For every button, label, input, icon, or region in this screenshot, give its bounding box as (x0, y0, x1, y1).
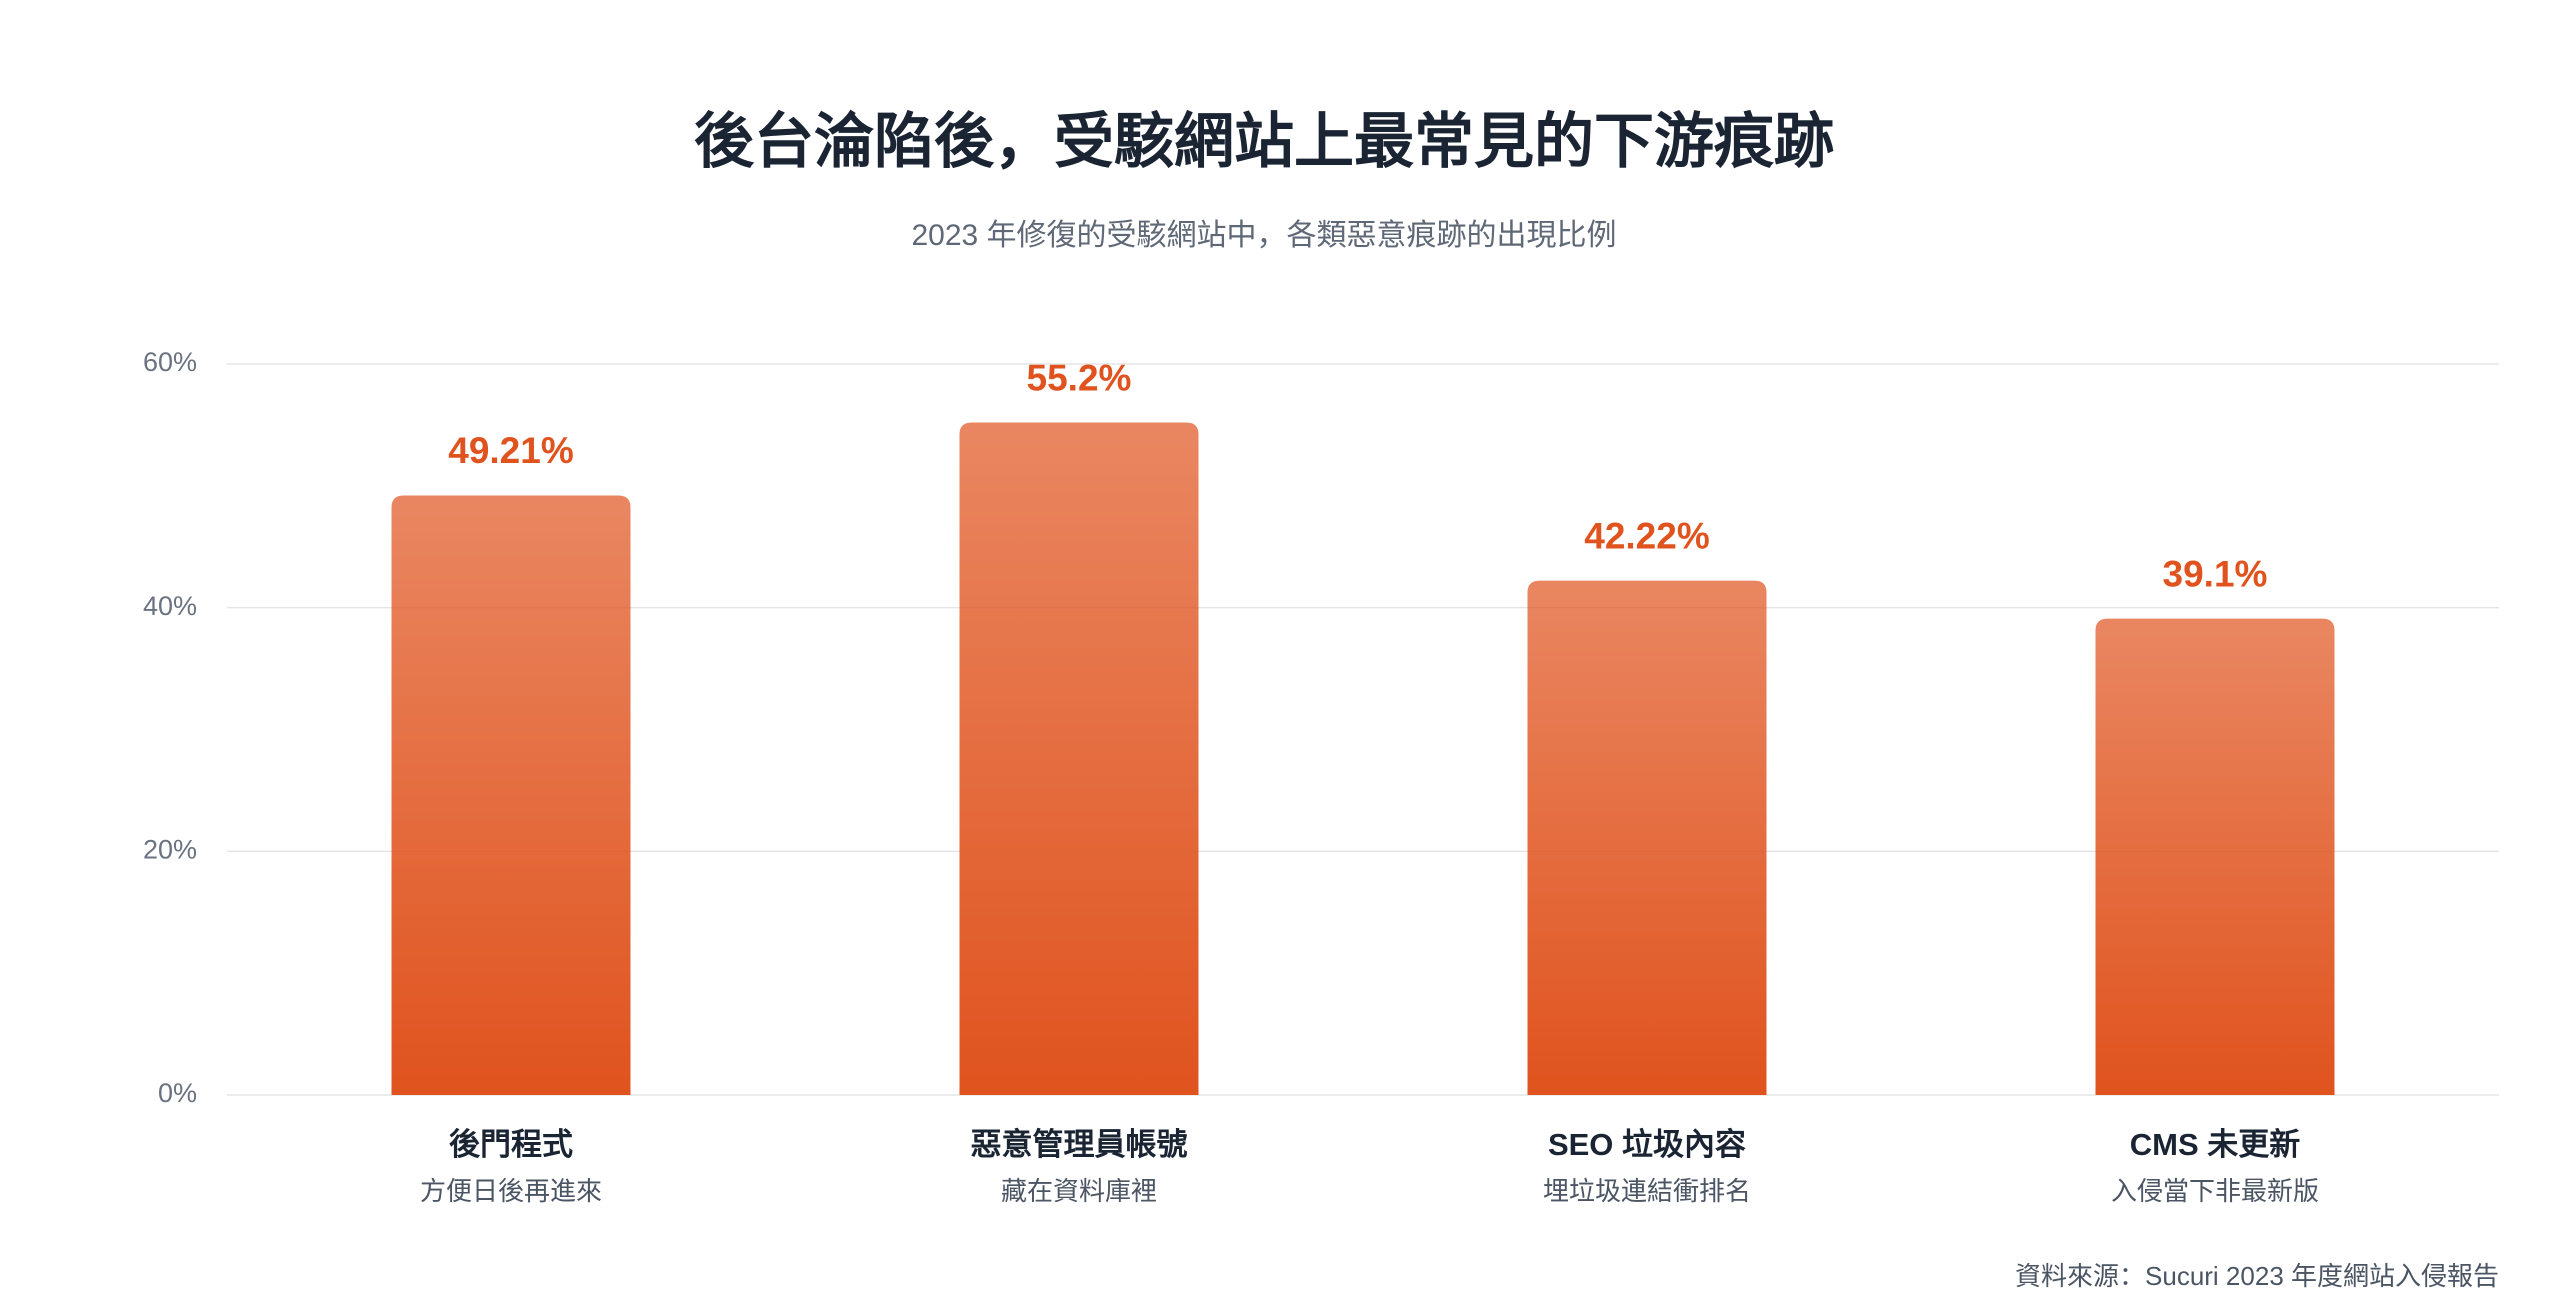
bar (391, 495, 631, 1096)
value-label: 55.2% (1027, 357, 1132, 398)
category-note: 入侵當下非最新版 (2111, 1176, 2319, 1206)
bar (1527, 580, 1767, 1095)
category-note: 埋垃圾連結衝排名 (1543, 1176, 1751, 1206)
x-tick-label: CMS 未更新 (2130, 1127, 2301, 1162)
y-tick-label: 40% (143, 591, 197, 621)
source-note: 資料來源：Sucuri 2023 年度網站入侵報告 (2015, 1261, 2499, 1291)
chart-title: 後台淪陷後，受駭網站上最常見的下游痕跡 (694, 108, 1834, 175)
x-tick-label: 後門程式 (449, 1127, 573, 1162)
y-tick-label: 20% (143, 834, 197, 864)
value-label: 49.21% (448, 430, 574, 471)
value-label: 42.22% (1584, 515, 1710, 556)
category-note: 藏在資料庫裡 (1001, 1176, 1157, 1206)
y-tick-label: 60% (143, 347, 197, 377)
bar (2095, 618, 2335, 1095)
x-tick-label: SEO 垃圾內容 (1548, 1127, 1746, 1162)
category-note: 方便日後再進來 (420, 1176, 602, 1206)
chart-subtitle: 2023 年修復的受駭網站中，各類惡意痕跡的出現比例 (911, 219, 1616, 252)
y-tick-label: 0% (158, 1078, 197, 1108)
value-label: 39.1% (2163, 553, 2268, 594)
bar (959, 422, 1199, 1096)
x-tick-label: 惡意管理員帳號 (971, 1127, 1188, 1162)
